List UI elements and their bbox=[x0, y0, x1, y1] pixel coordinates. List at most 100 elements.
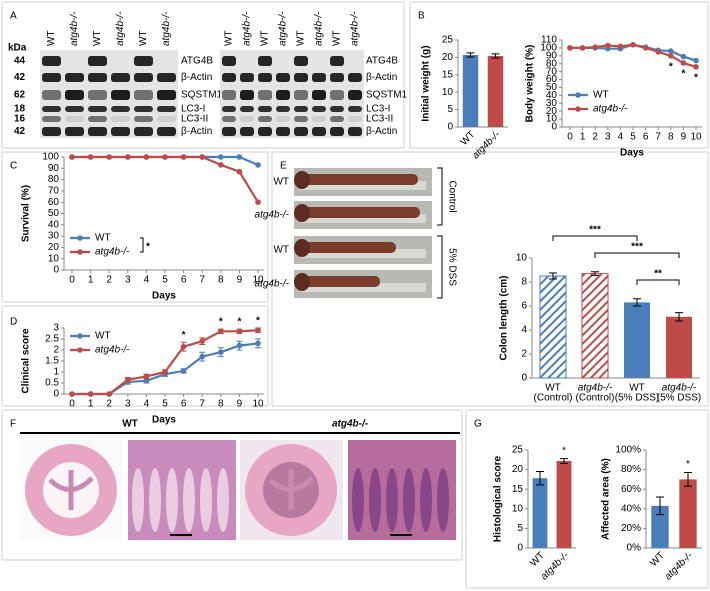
error-bar bbox=[466, 52, 475, 58]
point bbox=[693, 64, 699, 70]
blot-band bbox=[222, 116, 236, 122]
point bbox=[199, 154, 205, 160]
bar bbox=[679, 479, 697, 548]
blot-band bbox=[111, 116, 130, 122]
y-axis-label: Colon length (cm) bbox=[499, 276, 510, 361]
legend-bracket bbox=[140, 237, 144, 253]
protein-label: SQSTM1 bbox=[181, 90, 223, 101]
panel-label: D bbox=[10, 317, 17, 328]
panel-frame bbox=[409, 1, 709, 149]
point bbox=[236, 154, 243, 160]
protein-label: ATG4B bbox=[366, 56, 398, 67]
lane-label: atg4b-/- bbox=[350, 11, 361, 46]
photo-label: atg4b-/- bbox=[255, 279, 290, 290]
y-tick-label: 60 bbox=[48, 197, 60, 208]
bar bbox=[665, 316, 693, 378]
kda-value: 62 bbox=[14, 90, 26, 101]
point bbox=[106, 154, 112, 160]
x-tick-label: 7 bbox=[199, 399, 205, 410]
blot-band bbox=[65, 73, 84, 82]
point bbox=[69, 154, 75, 160]
crypt bbox=[369, 468, 381, 532]
significance-label: ** bbox=[654, 269, 662, 280]
kda-label: kDa bbox=[8, 43, 27, 54]
blot-band bbox=[330, 116, 344, 122]
y-tick-label: 50 bbox=[546, 82, 558, 93]
photo-label: WT bbox=[273, 245, 289, 256]
y-axis-label: Initial weight (g) bbox=[421, 45, 432, 121]
lane-label: WT bbox=[92, 30, 103, 46]
annotation: * bbox=[182, 330, 186, 341]
y-axis-label: Survival (%) bbox=[21, 185, 32, 242]
blot-band bbox=[330, 106, 344, 112]
y-tick-label: 3 bbox=[53, 323, 59, 334]
x-tick-label: 9 bbox=[237, 275, 243, 286]
legend-label: atg4b-/- bbox=[95, 247, 130, 258]
point bbox=[218, 328, 224, 335]
colon-tissue bbox=[298, 174, 418, 185]
y-tick-label: 20 bbox=[442, 52, 454, 63]
significance-bracket bbox=[552, 235, 638, 241]
group-bracket bbox=[437, 235, 443, 299]
point bbox=[180, 343, 187, 350]
ruler bbox=[300, 283, 426, 292]
x-tick-label: 2 bbox=[106, 275, 112, 286]
legend-marker bbox=[77, 235, 83, 241]
y-tick-label: 6 bbox=[521, 301, 527, 312]
blot-band bbox=[240, 127, 254, 136]
point bbox=[199, 353, 205, 360]
photo-label: atg4b-/- bbox=[255, 210, 290, 221]
blot-band bbox=[222, 106, 236, 112]
legend-label: WT bbox=[95, 233, 111, 244]
blot-band bbox=[312, 73, 326, 82]
crypt bbox=[437, 468, 449, 532]
significance-label: *** bbox=[589, 225, 601, 236]
point bbox=[87, 154, 94, 160]
x-tick-label: 10 bbox=[252, 399, 264, 410]
error-bar bbox=[549, 272, 557, 280]
kda-value: 16 bbox=[14, 114, 26, 125]
cecum bbox=[294, 171, 310, 189]
panel-frame bbox=[1, 151, 269, 303]
group-label: 5% DSS bbox=[446, 248, 457, 286]
blot-band bbox=[42, 90, 61, 100]
point bbox=[143, 378, 150, 384]
cecum bbox=[294, 204, 310, 222]
protein-label: LC3-I bbox=[181, 104, 205, 115]
blot-band bbox=[134, 73, 153, 82]
error-bar bbox=[560, 458, 568, 464]
protein-label: β-Actin bbox=[366, 126, 397, 137]
x-tick-label: atg4b-/- bbox=[470, 129, 503, 162]
x-tick-label: 0 bbox=[69, 399, 75, 410]
x-tick-label: 1 bbox=[580, 132, 586, 143]
point bbox=[630, 41, 636, 48]
panel-frame bbox=[1, 305, 269, 407]
y-tick-label: 60% bbox=[621, 484, 641, 495]
blot-band bbox=[240, 116, 254, 122]
y-tick-label: 20% bbox=[621, 523, 641, 534]
blot-band bbox=[348, 106, 362, 112]
y-tick-label: 20 bbox=[512, 464, 524, 475]
y-tick-label: 90 bbox=[546, 50, 558, 61]
x-tick-label: WT bbox=[528, 550, 547, 569]
blot-band bbox=[276, 90, 290, 100]
x-tick-label: 4 bbox=[618, 132, 624, 143]
y-tick-label: 100 bbox=[42, 152, 59, 163]
x-tick-label: WT bbox=[648, 550, 667, 569]
point bbox=[693, 57, 699, 64]
y-tick-label: 40% bbox=[621, 503, 641, 514]
panel-frame bbox=[465, 409, 709, 589]
protein-label: β-Actin bbox=[181, 126, 212, 137]
crypt bbox=[183, 468, 195, 532]
blot-band bbox=[42, 73, 61, 82]
point bbox=[680, 53, 687, 60]
blot-band bbox=[312, 106, 326, 112]
legend-label: WT bbox=[593, 90, 609, 101]
blot-band bbox=[276, 127, 290, 136]
y-tick-label: 10 bbox=[48, 253, 60, 264]
crypt bbox=[352, 468, 364, 532]
x-tick-label: 4 bbox=[144, 399, 150, 410]
panel-label: C bbox=[10, 161, 17, 172]
blot-band bbox=[276, 73, 290, 82]
